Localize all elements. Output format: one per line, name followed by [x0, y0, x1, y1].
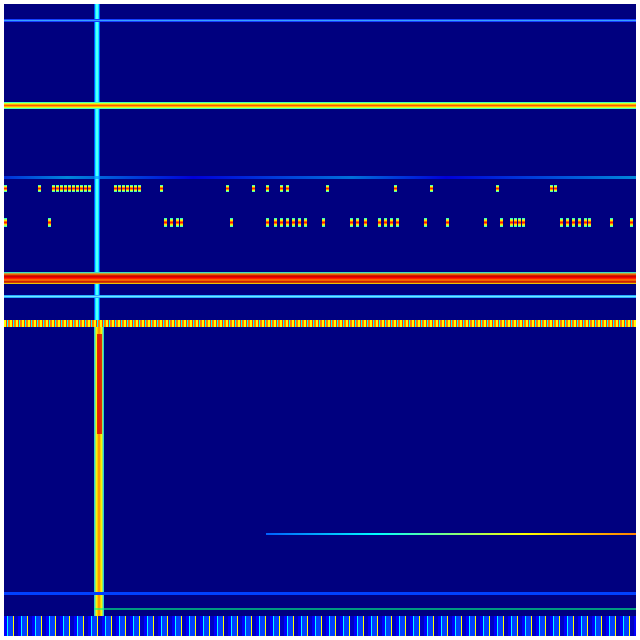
dash-mark	[286, 218, 289, 227]
spectrogram-plot	[4, 4, 636, 636]
dash-mark	[164, 218, 167, 227]
dash-mark	[560, 218, 563, 227]
dash-mark	[298, 218, 301, 227]
dash-mark	[226, 185, 229, 192]
dash-mark	[52, 185, 55, 192]
dash-mark	[76, 185, 79, 192]
dash-mark	[68, 185, 71, 192]
dash-mark	[122, 185, 125, 192]
dash-mark	[130, 185, 133, 192]
dash-mark	[134, 185, 137, 192]
dash-mark	[578, 218, 581, 227]
dash-mark	[356, 218, 359, 227]
dash-mark	[252, 185, 255, 192]
dash-mark	[350, 218, 353, 227]
band-faint	[4, 176, 636, 179]
dash-mark	[500, 218, 503, 227]
dash-mark	[266, 185, 269, 192]
dash-mark	[384, 218, 387, 227]
dash-mark	[138, 185, 141, 192]
dash-mark	[72, 185, 75, 192]
dash-mark	[566, 218, 569, 227]
vertical-trace-hot	[94, 324, 104, 624]
dash-mark	[304, 218, 307, 227]
vertical-trace-red	[97, 334, 102, 434]
dash-mark	[280, 185, 283, 192]
dash-mark	[364, 218, 367, 227]
dash-mark	[64, 185, 67, 192]
dash-mark	[584, 218, 587, 227]
dash-mark	[424, 218, 427, 227]
dash-mark	[554, 185, 557, 192]
band-cyan	[4, 295, 636, 298]
dash-mark	[160, 185, 163, 192]
dash-mark	[84, 185, 87, 192]
dash-mark	[630, 218, 633, 227]
dash-mark	[522, 218, 525, 227]
dash-mark	[114, 185, 117, 192]
dash-mark	[118, 185, 121, 192]
line-lower	[266, 533, 636, 535]
dash-mark	[38, 185, 41, 192]
dash-mark	[266, 218, 269, 227]
band-top	[4, 19, 636, 22]
band-bottom-green	[94, 608, 636, 610]
dash-mark	[230, 218, 233, 227]
dash-mark	[170, 218, 173, 227]
dash-mark	[326, 185, 329, 192]
dash-mark	[394, 185, 397, 192]
dash-mark	[88, 185, 91, 192]
dash-mark	[510, 218, 513, 227]
dash-mark	[610, 218, 613, 227]
dash-mark	[518, 218, 521, 227]
dash-mark	[60, 185, 63, 192]
dash-mark	[80, 185, 83, 192]
dash-mark	[180, 218, 183, 227]
dash-mark	[390, 218, 393, 227]
dash-mark	[514, 218, 517, 227]
dash-mark	[48, 218, 51, 227]
dash-mark	[446, 218, 449, 227]
dash-mark	[286, 185, 289, 192]
dash-mark	[396, 218, 399, 227]
dash-mark	[126, 185, 129, 192]
dash-mark	[292, 218, 295, 227]
band-bottom-blue	[4, 592, 636, 595]
dash-mark	[572, 218, 575, 227]
dash-mark	[176, 218, 179, 227]
band-red-thick	[4, 272, 636, 284]
dash-mark	[56, 185, 59, 192]
dash-mark	[496, 185, 499, 192]
dash-mark	[274, 218, 277, 227]
dash-mark	[378, 218, 381, 227]
band-yellow	[4, 102, 636, 109]
dash-mark	[4, 185, 7, 192]
dash-mark	[280, 218, 283, 227]
dash-mark	[588, 218, 591, 227]
bottom-noise	[4, 616, 636, 636]
dash-mark	[322, 218, 325, 227]
dash-mark	[4, 218, 7, 227]
dash-mark	[484, 218, 487, 227]
band-noisy	[4, 320, 636, 327]
dash-mark	[550, 185, 553, 192]
dash-mark	[430, 185, 433, 192]
